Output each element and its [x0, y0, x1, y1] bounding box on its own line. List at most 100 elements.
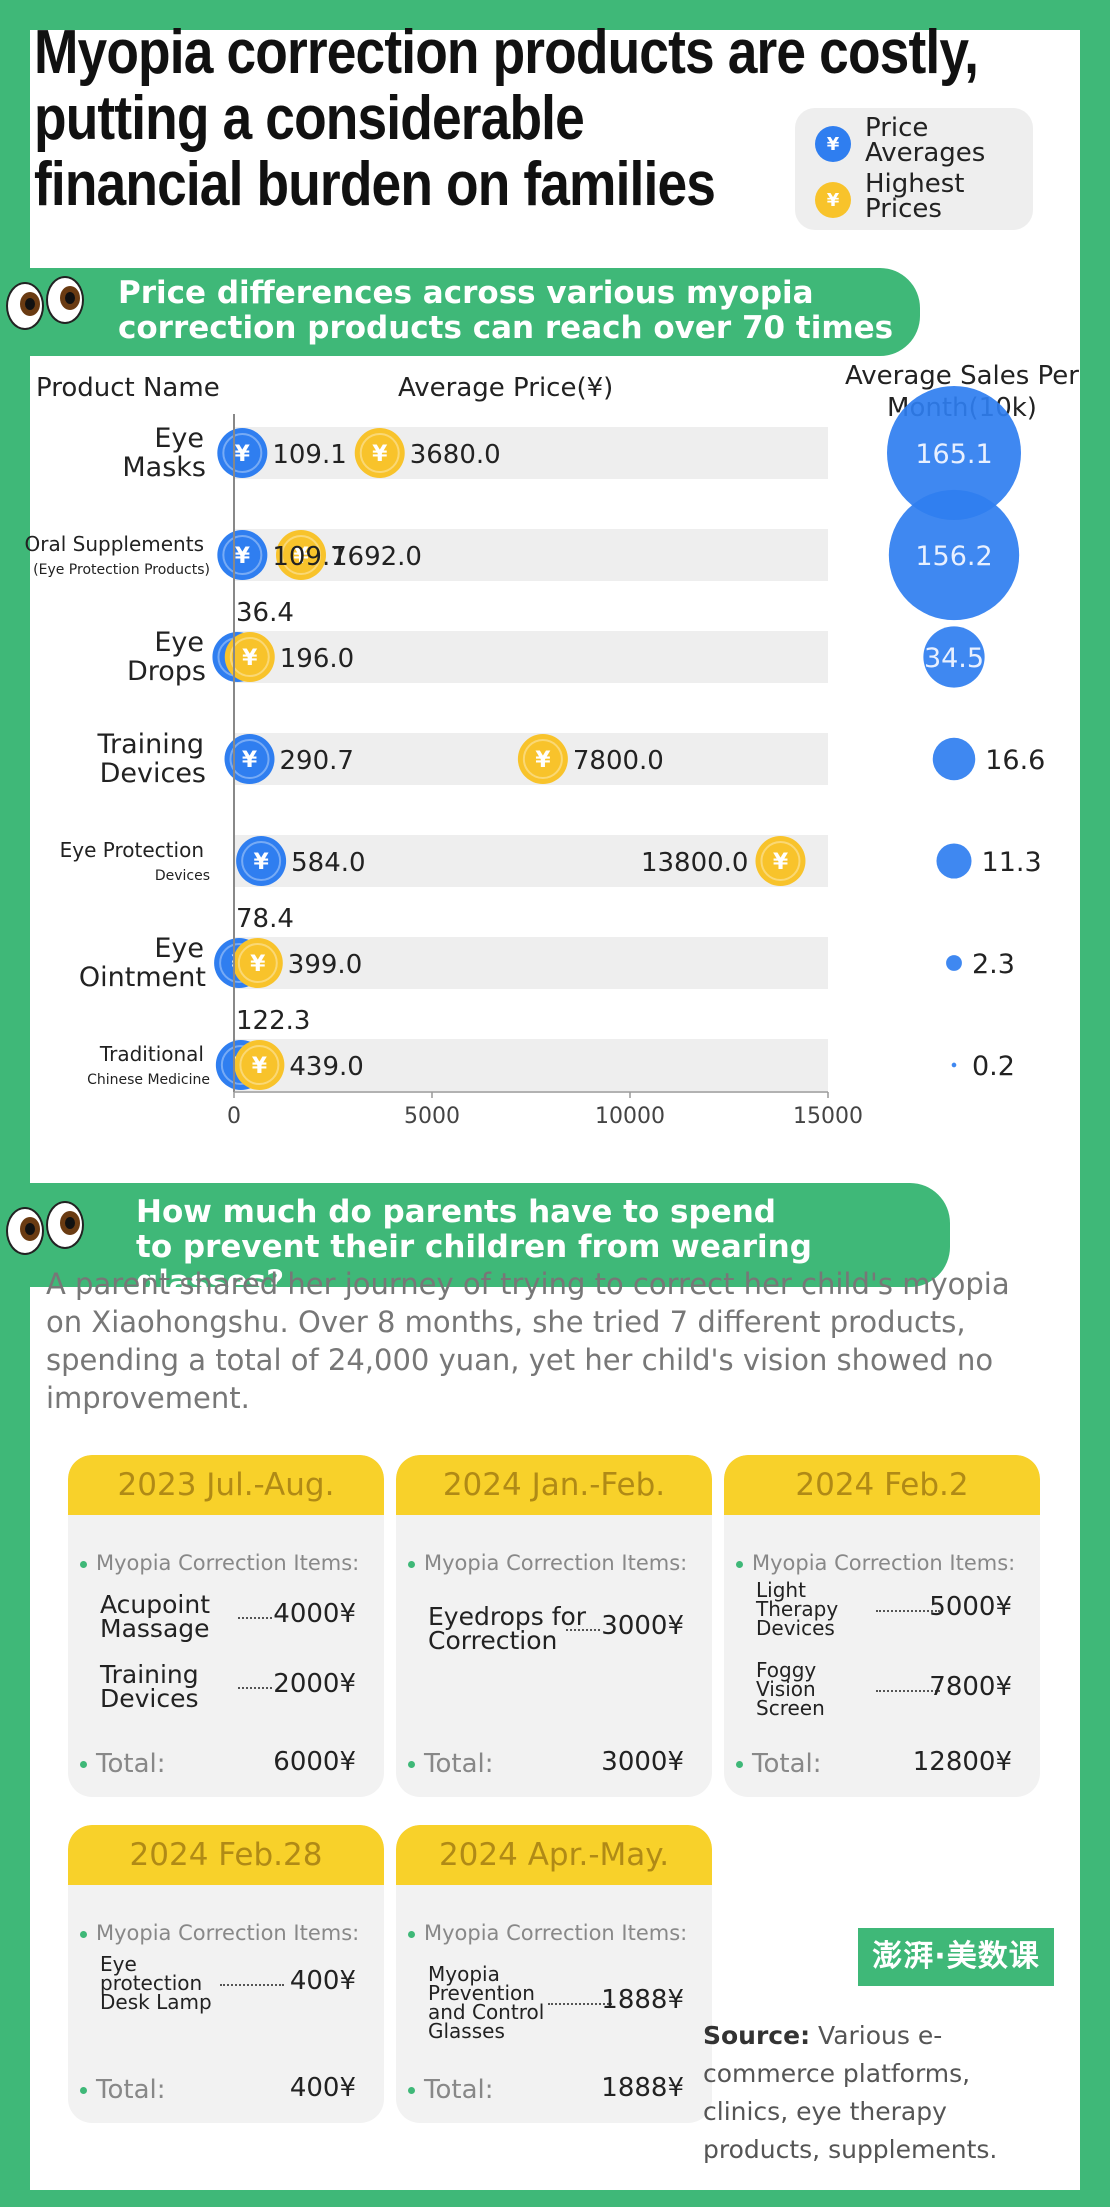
period-card: 2024 Jan.-Feb. Myopia Correction Items: Ey… — [396, 1455, 712, 1797]
svg-text:¥: ¥ — [242, 748, 258, 773]
product-name: Devices — [155, 868, 210, 884]
sales-label: 2.3 — [972, 949, 1015, 980]
item-value: 3000¥ — [601, 1611, 684, 1641]
product-name: (Eye Protection Products) — [33, 562, 210, 578]
items-label: Myopia Correction Items: — [80, 1551, 359, 1575]
period-header: 2024 Feb.28 — [68, 1825, 384, 1885]
avg-price-label: 122.3 — [236, 1006, 310, 1036]
bar-background — [234, 631, 828, 683]
title-line: financial burden on families — [34, 150, 716, 219]
period-header: 2024 Feb.2 — [724, 1455, 1040, 1515]
svg-text:¥: ¥ — [250, 952, 266, 977]
story-text: A parent shared her journey of trying to… — [46, 1267, 1010, 1415]
banner-line: How much do parents have to spend — [136, 1194, 776, 1230]
avg-price-label: 109.7 — [272, 542, 346, 572]
total-label: Total: — [408, 2075, 493, 2105]
period-card: 2023 Jul.-Aug. Myopia Correction Items: Ac… — [68, 1455, 384, 1797]
svg-text:¥: ¥ — [535, 748, 551, 773]
yen-coin-blue-icon: ¥ — [236, 836, 287, 886]
total-value: 400¥ — [289, 2073, 356, 2103]
source-label: Source: — [703, 2021, 811, 2050]
section-banner-price-diff: Price differences across various myopia … — [0, 268, 920, 356]
item-name: Foggy Vision Screen — [756, 1658, 825, 1720]
total-label: Total: — [408, 1749, 493, 1779]
sales-bubble — [888, 489, 1020, 621]
svg-text:¥: ¥ — [253, 850, 269, 875]
avg-price-label: 109.1 — [272, 440, 346, 470]
product-name: Devices — [100, 758, 206, 789]
items-label: Myopia Correction Items: — [80, 1921, 359, 1945]
product-name: Eye Protection — [60, 838, 204, 862]
yen-coin-yellow-icon: ¥ — [224, 632, 275, 682]
high-price-label: 3680.0 — [410, 440, 501, 470]
sales-bubble — [923, 626, 985, 688]
yen-coin-yellow-icon: ¥ — [354, 428, 405, 478]
price-chart: Eye Masks ¥ ¥109.1 3680.0 165.1 Oral Supplemen… — [25, 386, 1045, 1129]
product-name: Drops — [127, 656, 206, 687]
svg-text:¥: ¥ — [235, 442, 251, 467]
title-line: putting a considerable — [34, 84, 585, 153]
total-value: 1888¥ — [601, 2073, 684, 2103]
yen-coin-blue-icon: ¥ — [217, 530, 268, 580]
legend-item-avg: ¥ Price Averages — [815, 115, 1005, 166]
items-label: Myopia Correction Items: — [736, 1551, 1015, 1575]
product-name: Training — [96, 729, 204, 760]
product-name: Traditional — [99, 1042, 204, 1066]
period-card: 2024 Apr.-May. Myopia Correction Items: My… — [396, 1825, 712, 2123]
column-header-price: Average Price(¥) — [398, 373, 614, 403]
product-name: Ointment — [79, 962, 206, 993]
banner-line: correction products can reach over 70 ti… — [118, 310, 894, 346]
product-name: Chinese Medicine — [87, 1072, 210, 1088]
product-name: Oral Supplements — [25, 532, 204, 556]
svg-text:¥: ¥ — [252, 1054, 268, 1079]
yen-coin-yellow-icon: ¥ — [234, 1040, 285, 1090]
sales-label: 0.2 — [972, 1051, 1015, 1082]
avg-price-label: 290.7 — [280, 746, 354, 776]
product-name: Masks — [122, 452, 206, 483]
high-price-label: 7800.0 — [573, 746, 664, 776]
product-name: Eye — [154, 933, 204, 964]
total-value: 3000¥ — [601, 1747, 684, 1777]
item-name: Light Therapy Devices — [756, 1578, 839, 1640]
product-name: Eye — [154, 627, 204, 658]
bar-background — [234, 835, 828, 887]
svg-text:¥: ¥ — [235, 544, 251, 569]
item-value: 400¥ — [289, 1965, 356, 1996]
section-banner-spending: How much do parents have to spend to pre… — [0, 1183, 950, 1300]
item-value: 2000¥ — [273, 1669, 356, 1699]
svg-text:¥: ¥ — [372, 442, 388, 467]
x-tick-label: 15000 — [793, 1104, 863, 1129]
leader-line — [876, 1609, 940, 1612]
avg-price-label: 78.4 — [236, 904, 294, 934]
sales-label: 165.1 — [915, 439, 992, 470]
period-header: 2023 Jul.-Aug. — [68, 1455, 384, 1515]
sales-bubble — [951, 1062, 957, 1068]
legend-label: Highest Prices — [865, 169, 965, 224]
period-header: 2024 Apr.-May. — [396, 1825, 712, 1885]
sales-label: 34.5 — [924, 643, 984, 674]
bar-background — [234, 529, 828, 581]
avg-price-label: 584.0 — [291, 848, 365, 878]
leader-line — [238, 1687, 272, 1689]
period-card: 2024 Feb.2 Myopia Correction Items: Light T… — [724, 1455, 1040, 1797]
bar-background — [234, 937, 828, 989]
leader-line — [220, 1983, 284, 1986]
yen-coin-yellow-icon: ¥ — [232, 938, 283, 988]
total-value: 6000¥ — [273, 1747, 356, 1777]
legend: ¥ Price Averages ¥ Highest Prices — [795, 108, 1033, 230]
sales-label: 156.2 — [915, 541, 992, 572]
sales-bubble — [887, 386, 1021, 520]
item-value: 4000¥ — [273, 1599, 356, 1629]
bar-background — [234, 427, 828, 479]
yen-coin-blue-icon: ¥ — [217, 428, 268, 478]
x-tick-label: 10000 — [595, 1104, 665, 1129]
svg-text:¥: ¥ — [773, 850, 789, 875]
yen-coin-blue-icon: ¥ — [224, 734, 275, 784]
banner-line: Price differences across various myopia — [118, 275, 814, 311]
sales-bubble — [946, 955, 962, 971]
yen-coin-yellow-icon: ¥ — [755, 836, 806, 886]
legend-item-high: ¥ Highest Prices — [815, 169, 1005, 224]
items-label: Myopia Correction Items: — [408, 1921, 687, 1945]
bar-background — [234, 1039, 828, 1091]
high-price-label: 1692.0 — [331, 542, 422, 572]
